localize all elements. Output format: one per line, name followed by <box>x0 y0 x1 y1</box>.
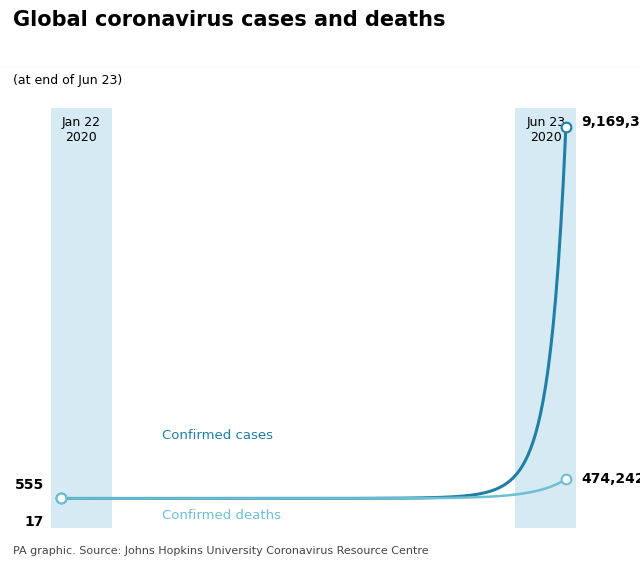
Bar <box>515 108 576 528</box>
Text: 555: 555 <box>14 478 44 492</box>
Text: PA graphic. Source: Johns Hopkins University Coronavirus Resource Centre: PA graphic. Source: Johns Hopkins Univer… <box>13 546 428 556</box>
Text: 17: 17 <box>24 515 44 529</box>
Text: 9,169,329: 9,169,329 <box>581 115 640 130</box>
Text: (at end of Jun 23): (at end of Jun 23) <box>13 74 122 87</box>
Bar <box>51 108 112 528</box>
Text: Confirmed cases: Confirmed cases <box>162 429 273 442</box>
Text: Jun 23
2020: Jun 23 2020 <box>526 116 565 144</box>
Text: Jan 22
2020: Jan 22 2020 <box>62 116 101 144</box>
Text: Confirmed deaths: Confirmed deaths <box>162 509 281 522</box>
Text: 474,242: 474,242 <box>581 472 640 486</box>
Text: Global coronavirus cases and deaths: Global coronavirus cases and deaths <box>13 10 445 30</box>
